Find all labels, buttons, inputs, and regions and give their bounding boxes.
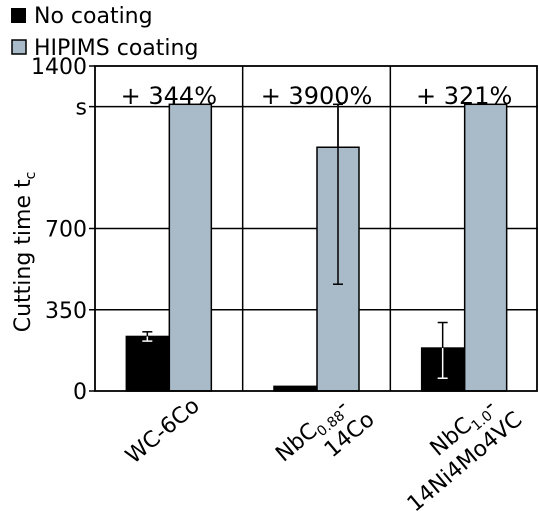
error-bars [142, 103, 448, 379]
plot-frame [94, 65, 538, 392]
y-tick-label: 700 [45, 218, 87, 243]
annotations: + 344% + 3900% + 321% [121, 82, 513, 110]
bars [125, 103, 508, 392]
y-axis-label-subscript: c [23, 172, 39, 180]
bar-no-coating-0 [125, 335, 170, 392]
percent-annotation-2: + 321% [416, 82, 512, 110]
legend-swatch-no-coating [11, 8, 26, 23]
y-axis-label-main: Cutting time t [11, 179, 36, 332]
legend-swatch-hipims [11, 39, 27, 55]
bar-hipims-2 [463, 103, 508, 392]
percent-annotation-1: + 3900% [261, 82, 373, 110]
x-axis-labels: WC-6Co NbC0.88-14Co NbC1.0-14Ni4Mo4VC [121, 386, 527, 516]
y-tick-label: 0 [73, 380, 87, 405]
plot-border [94, 65, 538, 392]
x-tick-label-1: NbC0.88-14Co [271, 386, 379, 489]
y-unit-label: s [76, 96, 87, 121]
bar-hipims-0 [168, 103, 213, 392]
y-axis-ticks: 0 350 700 1400 s [31, 55, 95, 405]
legend: No coating HIPIMS coating [11, 4, 198, 61]
x-tick-label-line: WC-6Co [121, 393, 204, 469]
legend-label-no-coating: No coating [34, 4, 153, 29]
x-tick-label-2: NbC1.0-14Ni4Mo4VC [385, 386, 527, 516]
x-tick-label-line: NbC [271, 419, 322, 468]
percent-annotation-0: + 344% [121, 82, 217, 110]
y-tick-label: 1400 [31, 55, 87, 80]
y-tick-label: 350 [45, 299, 87, 324]
y-axis-label: Cutting time tc [11, 172, 39, 333]
legend-label-hipims: HIPIMS coating [34, 36, 198, 61]
x-tick-label-0: WC-6Co [121, 393, 204, 469]
